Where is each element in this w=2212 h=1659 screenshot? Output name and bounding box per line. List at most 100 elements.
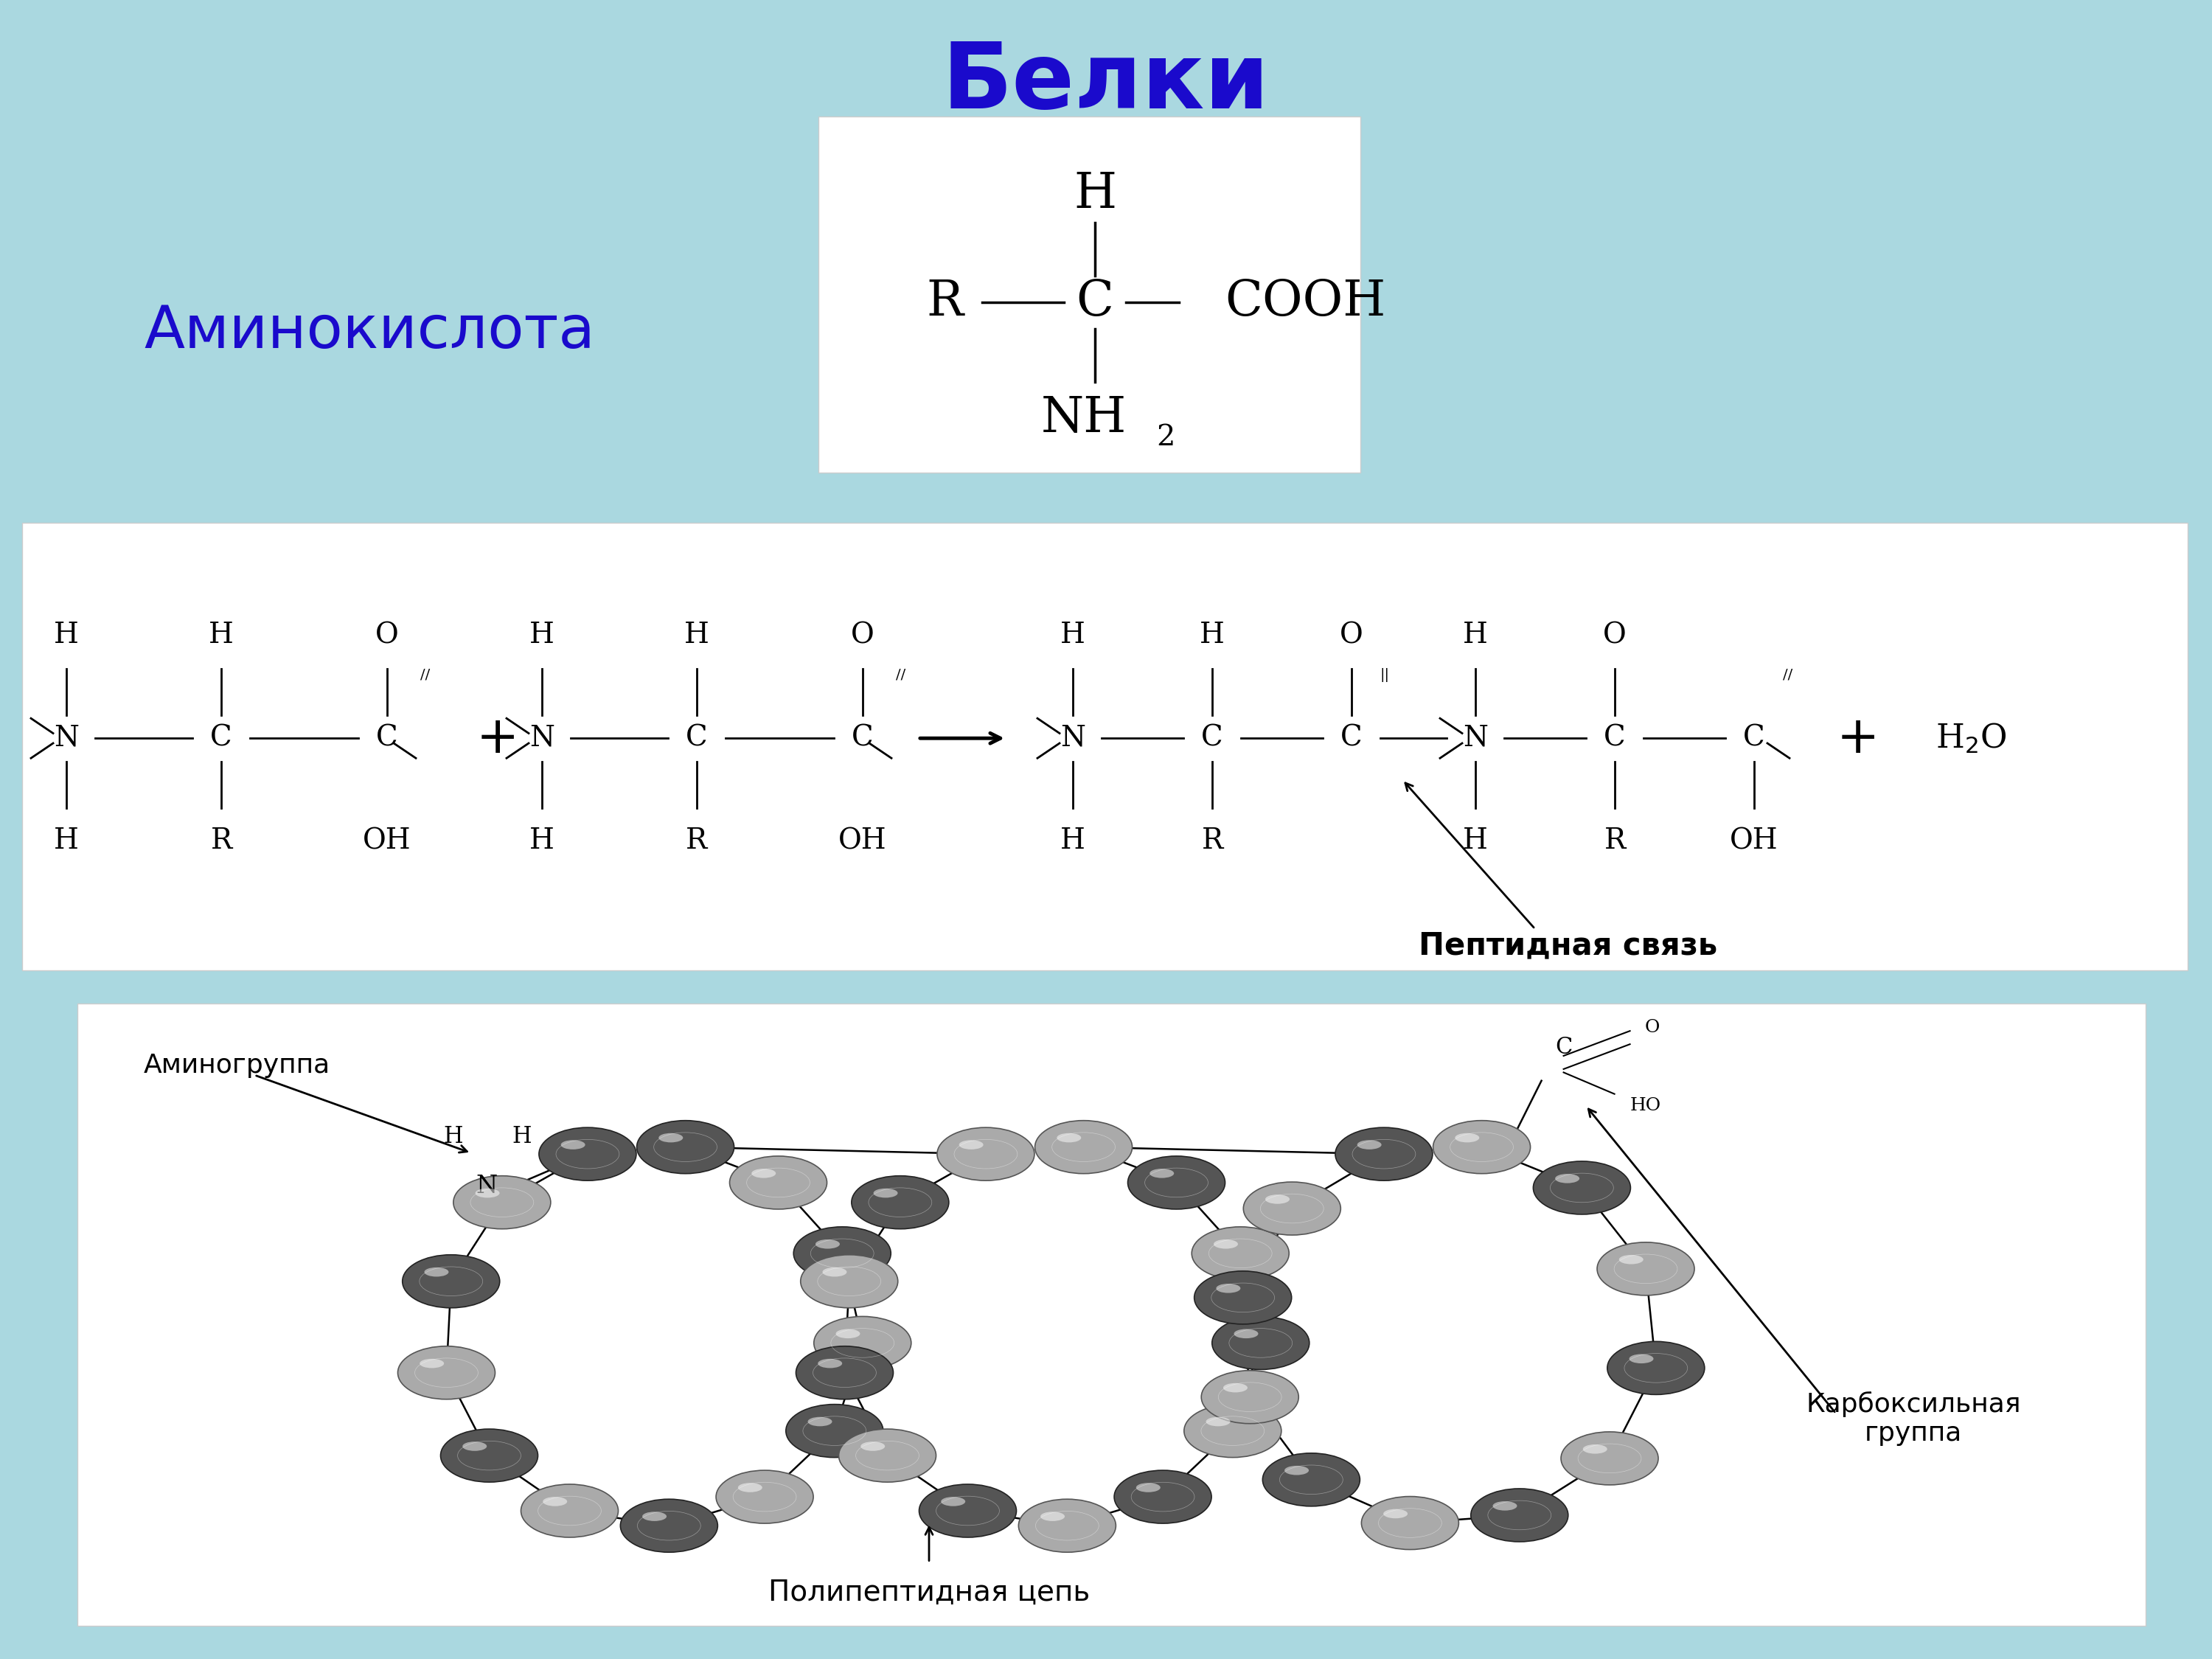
Text: C: C (1340, 725, 1363, 752)
Ellipse shape (562, 1140, 586, 1150)
Ellipse shape (420, 1359, 445, 1369)
Text: O: O (852, 622, 874, 649)
Text: C: C (210, 725, 232, 752)
Text: Карбоксильная
группа: Карбоксильная группа (1805, 1390, 2022, 1447)
Text: O: O (1340, 622, 1363, 649)
Text: OH: OH (363, 828, 411, 854)
Ellipse shape (940, 1496, 964, 1506)
Ellipse shape (1265, 1194, 1290, 1204)
Ellipse shape (1035, 1120, 1133, 1173)
Ellipse shape (796, 1345, 894, 1399)
Ellipse shape (960, 1140, 984, 1150)
Text: R: R (210, 828, 232, 854)
Text: N: N (1462, 725, 1489, 752)
Bar (77, 1004, 2146, 1626)
Ellipse shape (1493, 1501, 1517, 1511)
Text: H: H (529, 828, 555, 854)
Ellipse shape (938, 1128, 1035, 1181)
Ellipse shape (1150, 1168, 1175, 1178)
Ellipse shape (1358, 1140, 1382, 1150)
Ellipse shape (1562, 1432, 1659, 1485)
Text: H: H (53, 828, 80, 854)
Ellipse shape (1360, 1496, 1458, 1550)
Ellipse shape (816, 1239, 841, 1249)
Ellipse shape (1234, 1329, 1259, 1339)
Ellipse shape (1183, 1404, 1281, 1457)
Text: H: H (445, 1125, 462, 1148)
Text: C: C (1604, 725, 1626, 752)
Ellipse shape (619, 1500, 717, 1553)
Ellipse shape (1608, 1342, 1705, 1395)
Text: Полипептидная цепь: Полипептидная цепь (768, 1579, 1091, 1606)
Ellipse shape (1018, 1500, 1115, 1553)
Text: //: // (420, 669, 429, 682)
Text: C: C (1743, 725, 1765, 752)
Text: H: H (1060, 622, 1086, 649)
Ellipse shape (785, 1404, 883, 1457)
Text: OH: OH (1730, 828, 1778, 854)
Text: N: N (1060, 725, 1086, 752)
Text: H: H (529, 622, 555, 649)
Text: H: H (53, 622, 80, 649)
Ellipse shape (717, 1470, 814, 1523)
Ellipse shape (823, 1267, 847, 1277)
Bar (818, 116, 1360, 473)
Ellipse shape (1597, 1243, 1694, 1296)
Ellipse shape (739, 1483, 763, 1491)
Text: Аминогруппа: Аминогруппа (144, 1052, 330, 1078)
Ellipse shape (1555, 1175, 1579, 1183)
Bar (22, 523, 2188, 971)
Ellipse shape (540, 1128, 637, 1181)
Ellipse shape (1128, 1156, 1225, 1209)
Text: Белки: Белки (942, 38, 1270, 128)
Text: //: // (896, 669, 905, 682)
Text: R: R (686, 828, 708, 854)
Text: ||: || (1380, 669, 1389, 682)
Text: H$_2$O: H$_2$O (1935, 722, 2006, 755)
Text: H: H (1462, 828, 1489, 854)
Ellipse shape (1243, 1181, 1340, 1234)
Text: C: C (1201, 725, 1223, 752)
Text: HO: HO (1630, 1097, 1661, 1115)
Text: H: H (1060, 828, 1086, 854)
Ellipse shape (398, 1345, 495, 1399)
Text: COOH: COOH (1225, 277, 1385, 327)
Ellipse shape (403, 1254, 500, 1307)
Ellipse shape (1382, 1510, 1407, 1518)
Ellipse shape (641, 1511, 666, 1521)
Ellipse shape (637, 1120, 734, 1173)
Text: C: C (1555, 1037, 1573, 1058)
Ellipse shape (1263, 1453, 1360, 1506)
Text: N: N (476, 1175, 498, 1198)
Text: +: + (476, 713, 520, 763)
Text: +: + (1836, 713, 1880, 763)
Ellipse shape (1214, 1239, 1239, 1249)
Ellipse shape (1223, 1384, 1248, 1392)
Ellipse shape (818, 1359, 843, 1369)
Ellipse shape (1285, 1467, 1310, 1475)
Ellipse shape (1192, 1226, 1290, 1279)
Ellipse shape (860, 1442, 885, 1452)
Ellipse shape (659, 1133, 684, 1143)
Text: R: R (1604, 828, 1626, 854)
Text: Аминокислота: Аминокислота (144, 304, 595, 360)
Ellipse shape (1206, 1417, 1230, 1427)
Text: H: H (1462, 622, 1489, 649)
Ellipse shape (1040, 1511, 1064, 1521)
Ellipse shape (440, 1428, 538, 1481)
Ellipse shape (814, 1317, 911, 1370)
Ellipse shape (462, 1442, 487, 1452)
Ellipse shape (453, 1176, 551, 1229)
Ellipse shape (836, 1329, 860, 1339)
Text: //: // (1783, 669, 1792, 682)
Text: C: C (376, 725, 398, 752)
Ellipse shape (1630, 1354, 1655, 1364)
Text: H: H (1073, 169, 1117, 219)
Ellipse shape (852, 1176, 949, 1229)
Text: H: H (684, 622, 710, 649)
Ellipse shape (1584, 1445, 1608, 1453)
Ellipse shape (1201, 1370, 1298, 1423)
Ellipse shape (801, 1254, 898, 1307)
Ellipse shape (807, 1417, 832, 1427)
Text: C: C (686, 725, 708, 752)
